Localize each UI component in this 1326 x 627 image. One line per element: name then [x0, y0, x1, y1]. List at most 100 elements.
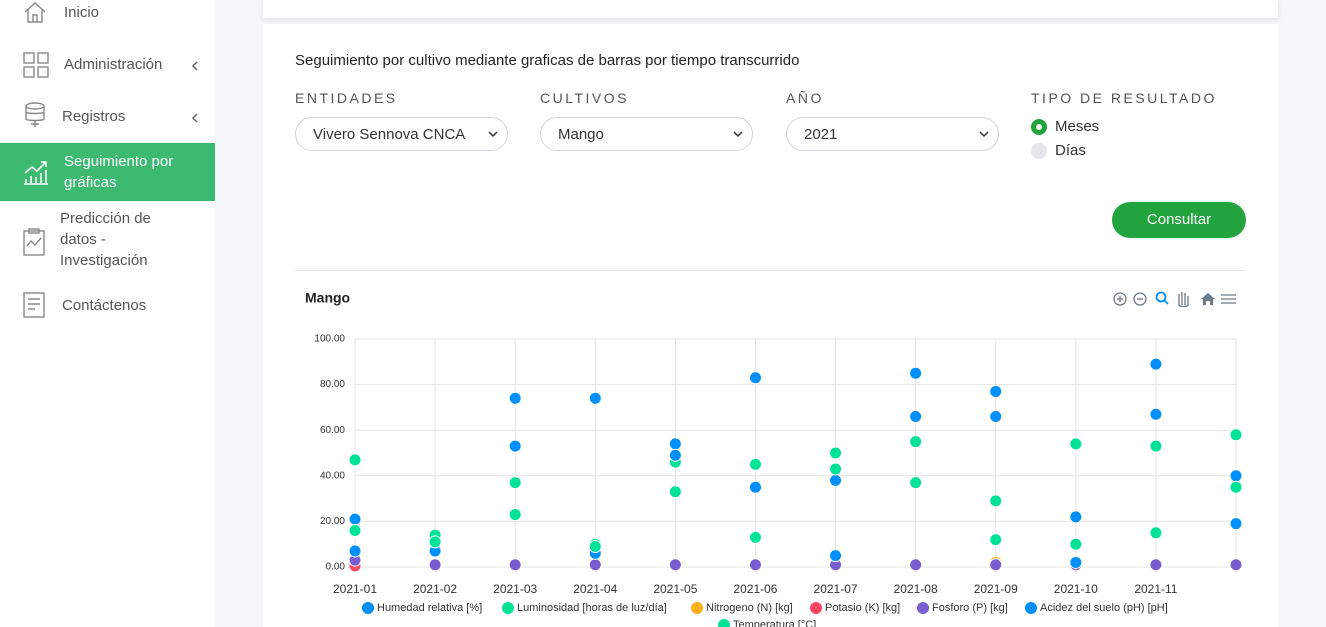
x-tick-label: 2021-08 [894, 582, 938, 596]
nav-label: Registros [62, 108, 126, 125]
point [668, 558, 682, 572]
point [1229, 480, 1243, 494]
chevron [191, 61, 198, 71]
x-tick-label: 2021-09 [974, 582, 1018, 596]
x-tick-label: 2021-10 [1054, 582, 1098, 596]
point [829, 462, 843, 476]
nav-item[interactable]: Inicio [0, 2, 215, 24]
radio-label: Días [1055, 142, 1086, 159]
divider [295, 270, 1246, 271]
x-tick-label: 2021-04 [573, 582, 617, 596]
point [1069, 537, 1083, 551]
point [428, 535, 442, 549]
point [989, 533, 1003, 547]
nav-item[interactable]: Registros [0, 102, 215, 128]
nav-label: Predicción de datos - Investigación [60, 210, 151, 269]
clipboard-icon [23, 228, 45, 256]
point [508, 439, 522, 453]
legend-marker [917, 602, 929, 614]
point [748, 480, 762, 494]
chevron [979, 131, 989, 138]
point [508, 558, 522, 572]
zoom-select[interactable] [1155, 291, 1169, 305]
point [989, 494, 1003, 508]
x-tick-label: 2021-07 [814, 582, 858, 596]
point [829, 446, 843, 460]
nav-item[interactable]: Administración [0, 52, 215, 78]
point [989, 410, 1003, 424]
menu[interactable] [1221, 294, 1236, 304]
radio-dot [1031, 143, 1047, 159]
select[interactable]: Mango [540, 117, 753, 151]
point [989, 558, 1003, 572]
point [508, 508, 522, 522]
nav-item-active[interactable]: Seguimiento por gráficas [0, 143, 215, 201]
nav-item[interactable]: Contáctenos [0, 292, 215, 318]
point [508, 391, 522, 405]
point [748, 530, 762, 544]
point [1229, 517, 1243, 531]
legend-label: Potasio (K) [kg] [825, 602, 900, 614]
point [428, 558, 442, 572]
grid-icon [23, 52, 49, 78]
zoom-out[interactable] [1133, 292, 1147, 306]
reset[interactable] [1201, 293, 1215, 305]
point [348, 453, 362, 467]
select-value: Vivero Sennova CNCA [313, 126, 466, 143]
pan[interactable] [1178, 292, 1189, 308]
x-tick-label: 2021-05 [653, 582, 697, 596]
point [348, 524, 362, 538]
point [588, 539, 602, 553]
point [508, 476, 522, 490]
point [1229, 428, 1243, 442]
legend-marker [718, 619, 730, 627]
point [989, 384, 1003, 398]
y-tick-label: 20.00 [320, 516, 345, 527]
radio-label: Meses [1055, 118, 1100, 135]
point [1069, 437, 1083, 451]
field-label: AÑO [786, 90, 824, 106]
point [1069, 510, 1083, 524]
select[interactable]: 2021 [786, 117, 999, 151]
select-value: Mango [558, 126, 604, 143]
point [668, 448, 682, 462]
point [829, 549, 843, 563]
legend-marker [691, 602, 703, 614]
point [1229, 469, 1243, 483]
select[interactable]: Vivero Sennova CNCA [295, 117, 508, 151]
legend-label: Temperatura [°C] [733, 619, 816, 627]
nav-item[interactable]: Predicción de datos - Investigación [0, 208, 215, 272]
nav-label: Contáctenos [62, 297, 147, 314]
legend-label: Nitrogeno (N) [kg] [706, 602, 793, 614]
point [1149, 526, 1163, 540]
legend-marker [502, 602, 514, 614]
section-heading: Seguimiento por cultivo mediante grafica… [295, 52, 800, 69]
zoom-in[interactable] [1113, 292, 1127, 306]
home-icon [24, 2, 46, 23]
chart: Mango 2021-01 2021-02 2021-03 2021-04 2021-0… [305, 290, 1243, 627]
chevron [488, 131, 498, 138]
legend-marker [1025, 602, 1037, 614]
nav-label: Seguimiento por gráficas [64, 153, 174, 191]
submit-button[interactable]: Consultar [1112, 202, 1246, 238]
y-tick-label: 0.00 [326, 562, 346, 573]
legend-marker [810, 602, 822, 614]
point [668, 437, 682, 451]
y-tick-label: 100.00 [314, 334, 345, 345]
chart-icon [24, 161, 48, 185]
point [909, 435, 923, 449]
point [588, 391, 602, 405]
point [909, 366, 923, 380]
point [1229, 558, 1243, 572]
point [1149, 439, 1163, 453]
point [829, 473, 843, 487]
legend-label: Fosforo (P) [kg] [932, 602, 1008, 614]
radio-dot-checked [1031, 119, 1047, 135]
point [1149, 357, 1163, 371]
y-tick-label: 80.00 [320, 379, 345, 390]
point [1069, 555, 1083, 569]
legend-label: Humedad relativa [%] [377, 602, 482, 614]
point [909, 558, 923, 572]
field-label: ENTIDADES [295, 90, 398, 106]
x-tick-label: 2021-06 [733, 582, 777, 596]
